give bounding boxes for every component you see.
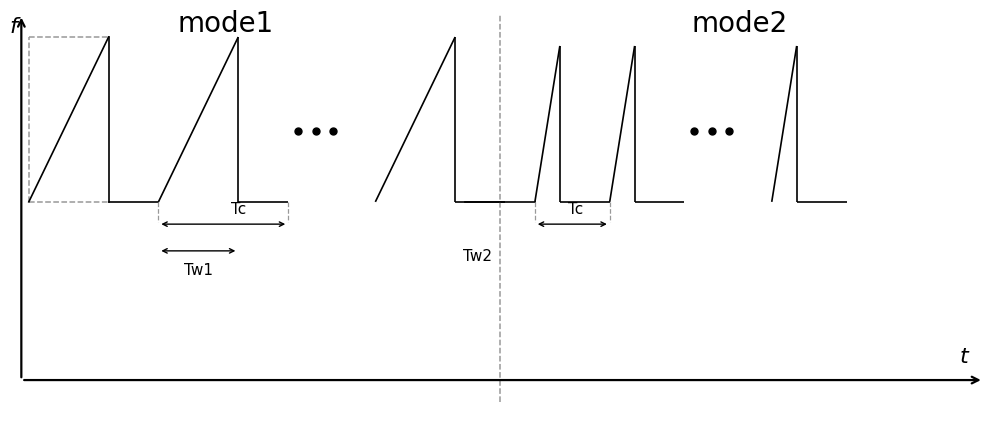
Text: mode2: mode2 bbox=[691, 10, 787, 38]
Text: t: t bbox=[960, 347, 969, 367]
Text: Tc: Tc bbox=[568, 202, 584, 217]
Text: Tw2: Tw2 bbox=[463, 249, 492, 264]
Text: mode1: mode1 bbox=[178, 10, 274, 38]
Text: f: f bbox=[10, 17, 18, 37]
Text: Tw1: Tw1 bbox=[184, 263, 213, 278]
Text: Tc: Tc bbox=[231, 202, 246, 217]
